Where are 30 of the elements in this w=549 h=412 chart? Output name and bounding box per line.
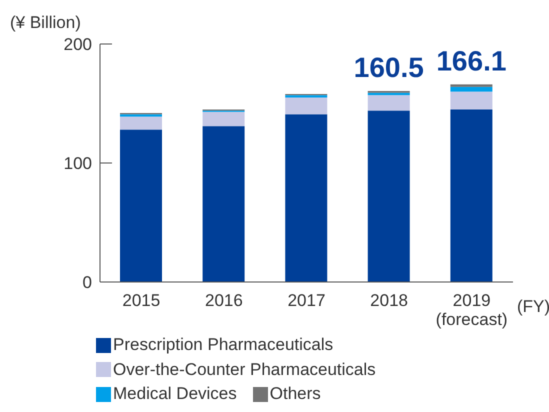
bar (450, 92, 492, 110)
y-tick-label: 200 (64, 35, 92, 54)
bar (368, 95, 410, 111)
bar (450, 84, 492, 87)
x-tick-label: 2015 (122, 291, 160, 310)
x-tick-label: 2018 (370, 291, 408, 310)
x-tick-label: 2016 (204, 291, 243, 310)
total-label: 160.5 (354, 52, 424, 84)
bar (120, 130, 162, 282)
bar (450, 86, 492, 92)
legend-label: Prescription Pharmaceuticals (112, 334, 334, 356)
bar (285, 95, 328, 98)
bar (202, 112, 245, 126)
x-tick-label: 2017 (288, 291, 326, 310)
bar (450, 109, 492, 282)
bar (202, 126, 245, 282)
y-tick-label: 100 (64, 154, 92, 173)
bar (120, 114, 162, 117)
bar (120, 116, 162, 130)
bar (285, 114, 328, 282)
total-label: 166.1 (436, 45, 506, 76)
bar (368, 110, 410, 282)
legend-label: Medical Devices (112, 383, 237, 405)
x-tick-label: 2019 (forecast) (436, 291, 508, 329)
y-axis-title: (¥ Billion) (10, 13, 81, 32)
y-tick-label: 0 (82, 273, 92, 292)
x-axis-title: (FY) (517, 297, 549, 316)
bar (285, 98, 328, 114)
legend-label: Others (268, 383, 321, 405)
legend-label: Over-the-Counter Pharmaceuticals (112, 358, 376, 380)
